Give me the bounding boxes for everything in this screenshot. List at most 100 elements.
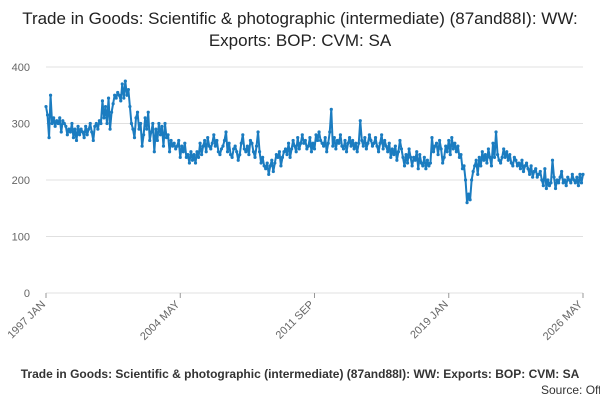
point — [395, 158, 399, 162]
point — [87, 127, 91, 131]
point — [94, 121, 98, 126]
point — [381, 147, 385, 151]
point — [286, 141, 291, 145]
point — [555, 178, 559, 182]
point — [437, 138, 442, 143]
point — [518, 167, 523, 171]
point — [180, 144, 184, 148]
point — [47, 136, 51, 140]
point — [244, 150, 248, 154]
point — [123, 79, 127, 83]
point — [149, 130, 153, 134]
point — [355, 150, 359, 154]
point — [317, 130, 321, 134]
point — [541, 184, 545, 188]
point — [50, 121, 54, 126]
point — [404, 152, 408, 157]
point — [74, 138, 79, 143]
point — [291, 138, 295, 143]
point — [248, 138, 253, 143]
y-tick-label: 100 — [12, 232, 30, 244]
point — [200, 152, 204, 157]
point — [480, 150, 484, 154]
point — [97, 119, 101, 123]
point — [85, 133, 89, 137]
point — [430, 136, 434, 140]
point — [572, 178, 576, 182]
point — [401, 155, 405, 159]
point — [134, 116, 138, 120]
point — [489, 164, 494, 168]
point — [166, 133, 170, 137]
point — [262, 164, 266, 168]
point — [113, 93, 117, 97]
point — [312, 147, 317, 151]
point — [447, 138, 451, 143]
point — [456, 144, 460, 148]
point — [549, 181, 553, 185]
point — [450, 136, 454, 140]
point — [497, 158, 501, 162]
point — [195, 150, 199, 154]
point — [413, 158, 417, 162]
point — [282, 150, 286, 154]
point — [167, 150, 172, 154]
point — [253, 155, 257, 159]
point — [138, 121, 143, 126]
point — [201, 144, 205, 148]
point — [109, 110, 114, 114]
point — [245, 144, 249, 148]
point — [390, 147, 394, 151]
point — [151, 121, 155, 126]
point — [126, 88, 130, 92]
point — [534, 167, 538, 171]
point — [416, 167, 420, 171]
point — [457, 155, 462, 159]
point — [474, 158, 478, 162]
point — [349, 144, 353, 148]
x-tick-label: 2026 MAY — [541, 298, 586, 343]
point — [454, 150, 458, 154]
point — [434, 141, 439, 145]
point — [509, 161, 513, 165]
point — [567, 178, 571, 182]
point — [323, 136, 327, 140]
x-tick-label: 2019 JAN — [408, 299, 451, 342]
point — [337, 141, 341, 145]
point — [155, 138, 159, 143]
x-tick-label: 2004 MAY — [138, 298, 183, 343]
point — [300, 133, 304, 137]
point — [500, 155, 504, 159]
point — [372, 141, 376, 145]
point — [137, 127, 141, 131]
point — [405, 161, 410, 165]
point — [132, 136, 137, 140]
point — [581, 172, 585, 176]
point — [386, 150, 390, 154]
point — [70, 121, 74, 126]
point — [207, 144, 211, 148]
point — [419, 161, 423, 165]
point — [415, 150, 419, 154]
point — [433, 144, 437, 148]
point — [290, 147, 294, 151]
point — [264, 167, 268, 171]
point — [76, 124, 80, 128]
point — [283, 147, 288, 151]
point — [471, 169, 475, 174]
point — [315, 138, 320, 143]
point — [48, 93, 53, 97]
point — [459, 152, 463, 157]
point — [409, 155, 413, 159]
point — [227, 141, 231, 145]
point — [352, 147, 356, 151]
x-tick-label: 2011 SEP — [274, 299, 317, 342]
point — [418, 152, 422, 157]
point — [363, 136, 367, 140]
point — [225, 150, 230, 154]
point — [90, 130, 94, 134]
point — [125, 93, 129, 97]
point — [346, 141, 350, 145]
point — [186, 152, 190, 157]
